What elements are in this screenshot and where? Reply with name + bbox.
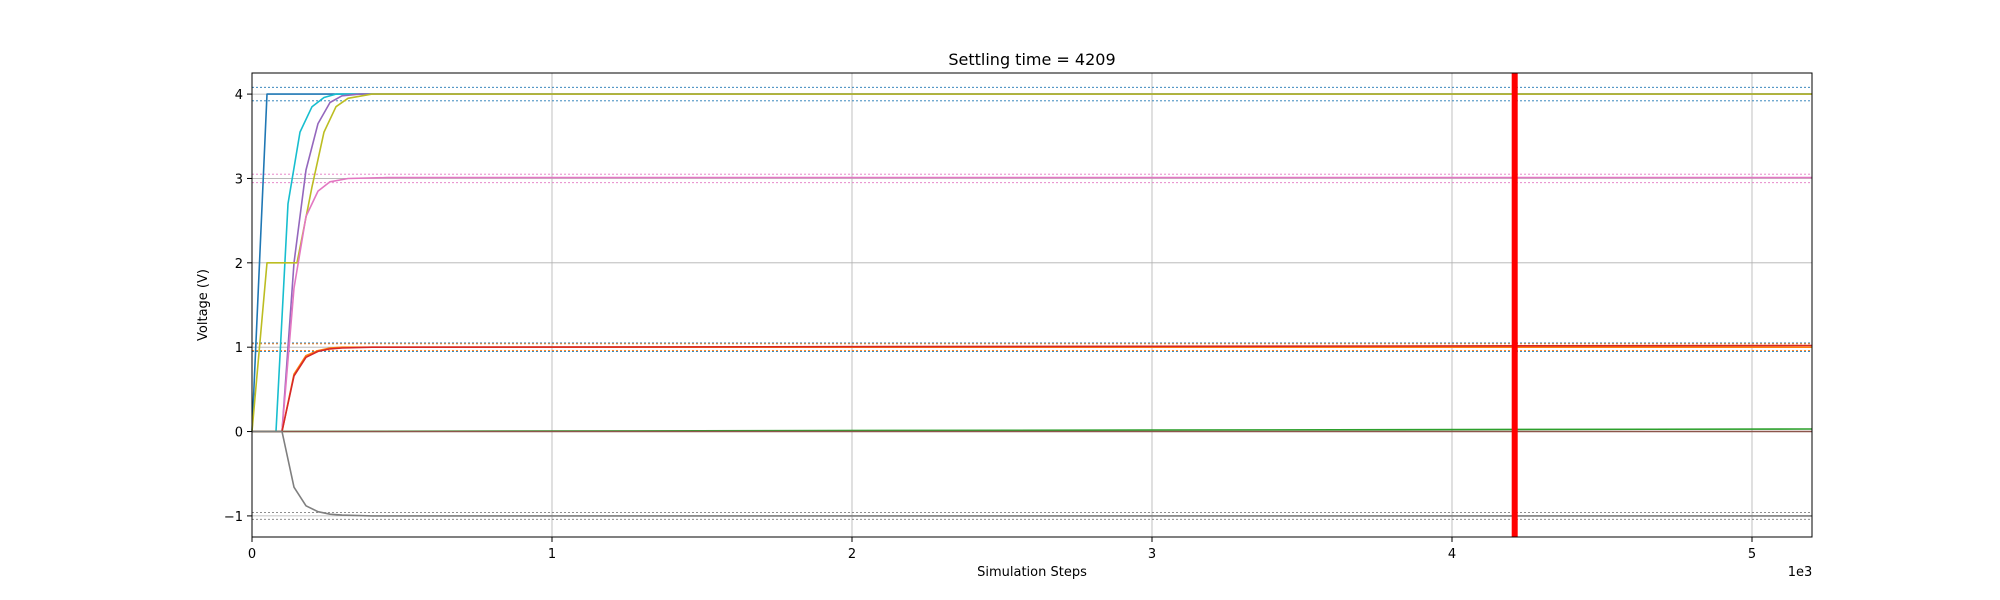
chart-title: Settling time = 4209: [948, 50, 1115, 69]
y-tick-label: 4: [235, 88, 243, 103]
series-line: [252, 176, 1812, 433]
axis-ticks: 0 1 2 3 4 5 −1 0 1 2 3 4: [224, 88, 1756, 562]
series-line: [251, 93, 1812, 432]
tolerance-bands: [252, 86, 1812, 520]
x-axis-scale-label: 1e3: [1788, 565, 1813, 580]
y-axis-label: Voltage (V): [196, 269, 211, 341]
series-line: [252, 93, 1812, 433]
y-tick-label: 0: [235, 426, 243, 441]
y-tick-label: 3: [235, 172, 243, 187]
x-tick-label: 4: [1448, 547, 1456, 562]
series-line: [252, 430, 1812, 517]
x-tick-label: 3: [1148, 547, 1156, 562]
series-line: [252, 344, 1813, 433]
series-line: [252, 346, 1812, 433]
y-tick-label: 1: [235, 341, 243, 356]
series-lines: [251, 93, 1813, 517]
grid: [251, 73, 1812, 537]
x-tick-label: 2: [848, 547, 856, 562]
x-tick-label: 1: [548, 547, 556, 562]
plot-frame: [251, 72, 1813, 538]
x-tick-label: 0: [248, 547, 256, 562]
y-tick-label: 2: [235, 257, 243, 272]
x-tick-label: 5: [1748, 547, 1756, 562]
x-axis-label: Simulation Steps: [977, 565, 1087, 580]
y-tick-label: −1: [224, 510, 243, 525]
